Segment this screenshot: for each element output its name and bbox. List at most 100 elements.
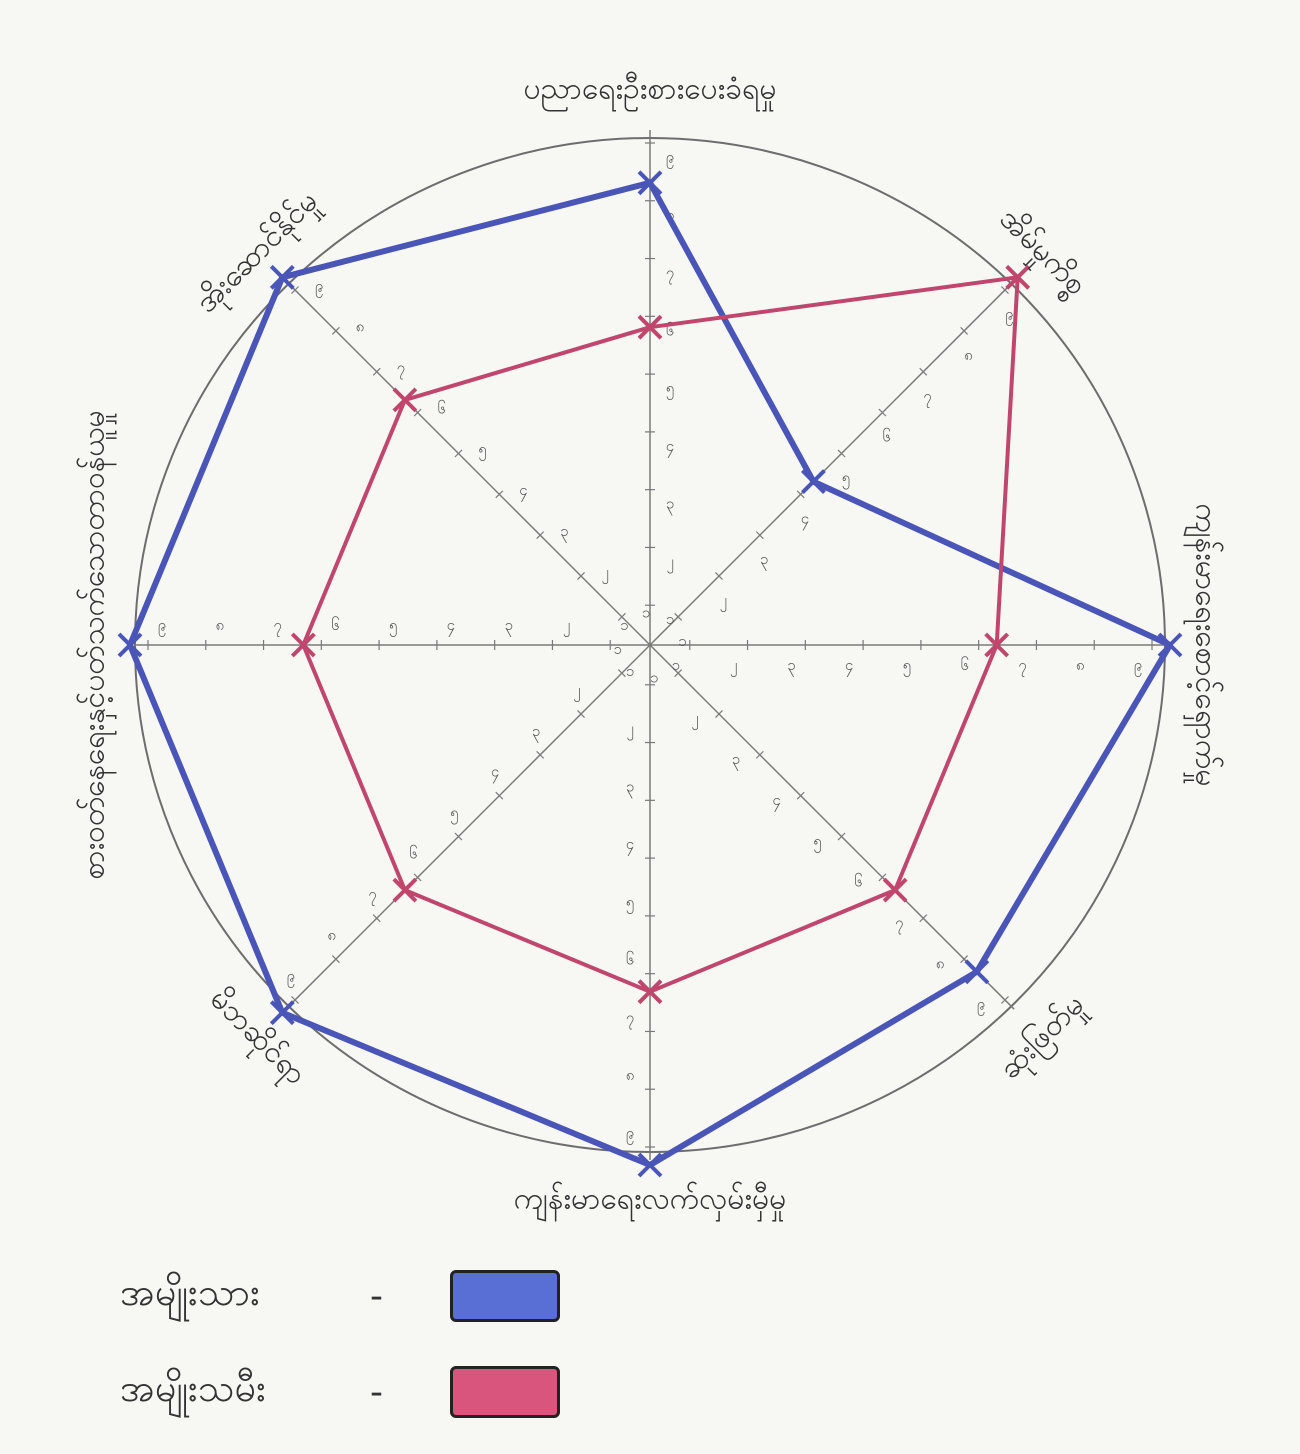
tick-mark (617, 669, 626, 678)
data-point-male (637, 1152, 663, 1178)
data-point-female (392, 387, 418, 413)
marker-stroke (392, 387, 418, 413)
tick-mark (495, 490, 504, 499)
tick-mark (617, 612, 626, 621)
marker-stroke (269, 264, 295, 290)
tick-mark (837, 832, 846, 841)
marker-stroke (392, 877, 418, 903)
tick-label: ၄ (801, 509, 809, 530)
tick-mark (331, 955, 340, 964)
tick-label: ၃ (732, 750, 740, 771)
marker-stroke (637, 979, 663, 1005)
legend-item-female: အမျိုးသမီး - (120, 1358, 560, 1426)
tick-label: ၃ (504, 616, 512, 637)
tick-mark (715, 710, 723, 718)
tick-label: ၉ (1005, 305, 1013, 326)
tick-label: ၄ (519, 481, 527, 502)
tick-label: ၆ (437, 399, 445, 417)
tick-label: ၃ (626, 777, 634, 798)
tick-mark (674, 612, 683, 621)
axis-spoke (285, 644, 651, 1010)
tick-label: ၁ (678, 632, 686, 650)
tick-mark (674, 669, 683, 678)
tick-label: ၂ (626, 720, 633, 741)
marker-stroke (801, 469, 826, 494)
data-point-male (801, 469, 826, 494)
tick-mark (413, 408, 422, 417)
data-point-male (1157, 632, 1183, 658)
legend-swatch-male (450, 1270, 560, 1322)
tick-label: ၁ (613, 640, 621, 658)
tick-label: ၉ (287, 967, 295, 988)
tick-mark (454, 449, 463, 458)
tick-mark (413, 873, 422, 882)
tick-label: ၁ (666, 610, 674, 628)
tick-label: ၅ (813, 832, 821, 853)
data-point-female (392, 877, 418, 903)
tick-label: ၇ (397, 358, 405, 379)
tick-label: ၆ (409, 844, 417, 862)
axis-spoke (649, 280, 1015, 646)
tick-label: ၉ (666, 148, 674, 169)
data-point-female (1005, 264, 1031, 290)
data-point-female (290, 632, 316, 658)
tick-mark (372, 367, 381, 376)
tick-label: ၅ (450, 804, 458, 825)
tick-label: ၃ (666, 495, 674, 516)
marker-stroke (984, 632, 1010, 658)
tick-label: ၇ (368, 885, 376, 906)
tick-mark (372, 914, 381, 923)
tick-label: ၁ (626, 662, 634, 680)
data-point-male (637, 170, 663, 196)
marker-stroke (1157, 632, 1183, 658)
tick-mark (878, 873, 887, 882)
tick-label: ၂ (691, 709, 698, 730)
tick-label: ၅ (626, 893, 634, 914)
tick-label: ၁ (650, 668, 658, 686)
data-point-female (637, 314, 663, 340)
axis-spoke (649, 644, 1015, 1010)
tick-mark (919, 914, 928, 923)
tick-mark (755, 750, 764, 759)
tick-label: ၅ (842, 468, 850, 489)
tick-label: ၉ (158, 616, 166, 637)
tick-mark (796, 490, 805, 499)
tick-label: ၅ (666, 379, 674, 400)
tick-mark (577, 710, 585, 718)
data-point-male (269, 1000, 295, 1026)
data-point-male (269, 264, 295, 290)
tick-label: ၇ (895, 914, 903, 935)
tick-mark (291, 996, 299, 1004)
tick-label: ၈ (626, 1066, 635, 1084)
tick-label: ၃ (760, 550, 768, 571)
tick-mark (291, 286, 299, 294)
axis-label: စားဝတ်နေရေးနှင့်ပတ်သက်သောတာဝန်ယူမှု (77, 410, 118, 879)
tick-mark (536, 750, 545, 759)
tick-label: ၄ (772, 791, 780, 812)
tick-label: ၉ (315, 277, 323, 298)
tick-mark (454, 832, 463, 841)
tick-label: ၁ (642, 604, 650, 622)
tick-label: ၈ (964, 346, 973, 364)
tick-label: ၆ (331, 616, 339, 634)
tick-label: ၆ (666, 321, 674, 339)
tick-mark (715, 572, 723, 580)
tick-label: ၆ (626, 951, 634, 969)
tick-mark (837, 449, 846, 458)
axis-label: ကျန်းမာရေးစောင့်ရှောက်မှု (1183, 504, 1224, 787)
tick-mark (960, 326, 969, 335)
tick-label: ၈ (936, 954, 945, 972)
tick-label: ၉ (1134, 656, 1142, 677)
data-point-female (637, 979, 663, 1005)
tick-label: ၄ (626, 835, 634, 856)
tick-label: ၂ (573, 681, 580, 702)
tick-label: ၇ (923, 387, 931, 408)
tick-label: ၇ (273, 616, 281, 637)
tick-label: ၃ (560, 522, 568, 543)
legend-dash: - (370, 1275, 383, 1317)
marker-stroke (269, 1000, 295, 1026)
tick-mark (960, 955, 969, 964)
marker-stroke (117, 632, 143, 658)
tick-label: ၂ (601, 563, 608, 584)
